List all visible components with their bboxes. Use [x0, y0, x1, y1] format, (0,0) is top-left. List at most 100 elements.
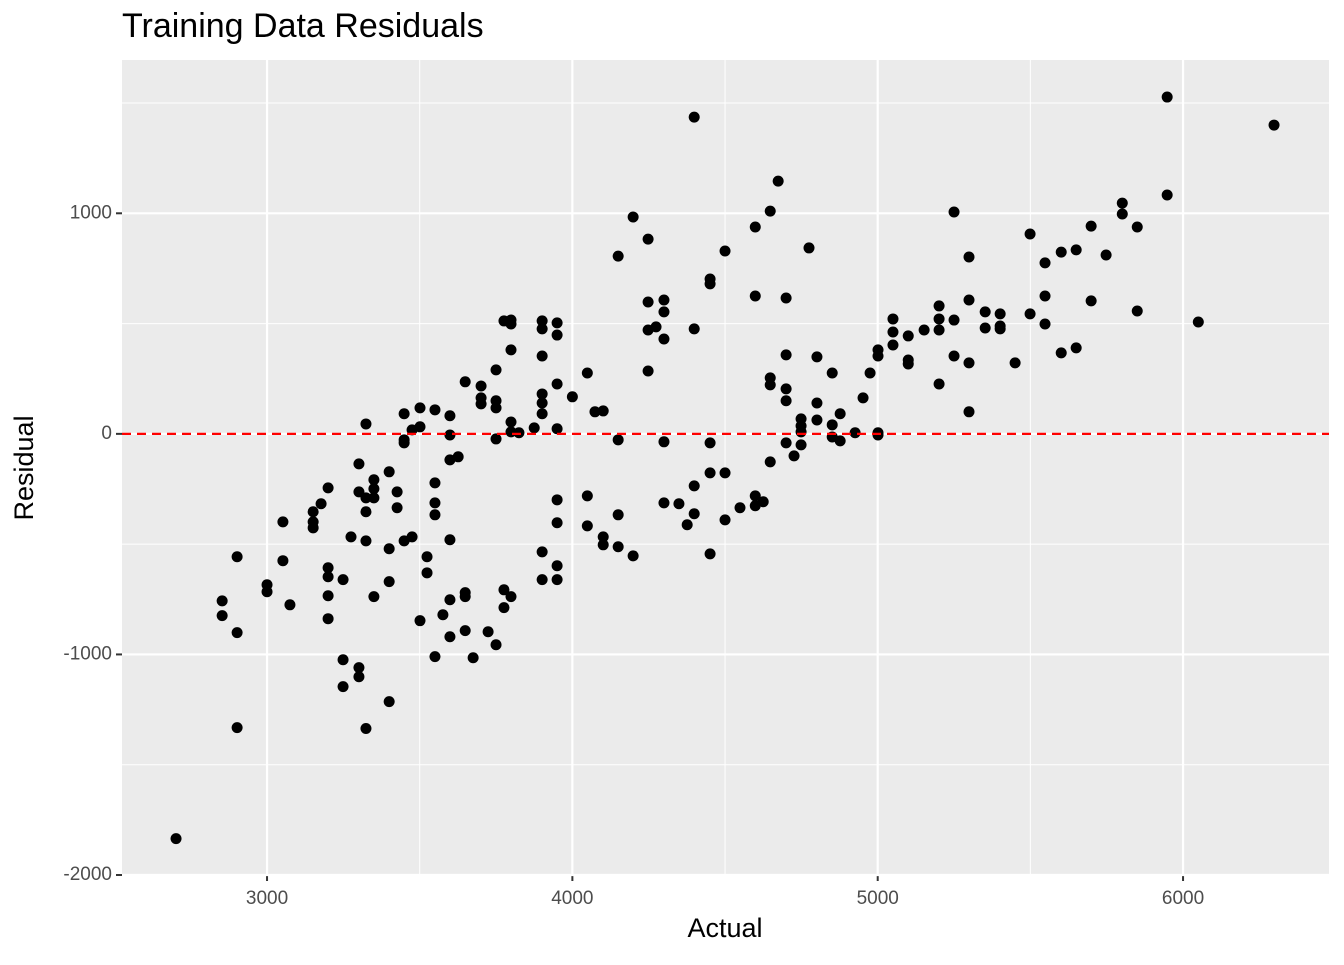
point: [360, 418, 372, 430]
point: [536, 388, 548, 400]
point: [803, 242, 815, 254]
point: [1039, 318, 1051, 330]
point: [429, 497, 441, 509]
point: [391, 502, 403, 514]
point: [536, 315, 548, 327]
point: [444, 429, 456, 441]
point: [337, 574, 349, 586]
point: [597, 405, 609, 417]
point: [849, 427, 861, 439]
point: [834, 408, 846, 420]
point: [231, 627, 243, 639]
point: [658, 497, 670, 509]
point: [1085, 220, 1097, 232]
point: [360, 506, 372, 518]
point: [704, 467, 716, 479]
point: [688, 111, 700, 123]
point: [902, 358, 914, 370]
point: [811, 397, 823, 409]
point: [170, 833, 182, 845]
point: [589, 406, 601, 418]
point: [597, 531, 609, 543]
point: [994, 308, 1006, 320]
point: [933, 300, 945, 312]
point: [383, 696, 395, 708]
point: [1024, 308, 1036, 320]
point: [505, 591, 517, 603]
point: [864, 367, 876, 379]
point: [368, 483, 380, 495]
point: [887, 339, 899, 351]
point: [368, 591, 380, 603]
point: [780, 437, 792, 449]
point: [383, 466, 395, 478]
point: [551, 494, 563, 506]
point: [581, 367, 593, 379]
point: [857, 392, 869, 404]
point: [1055, 246, 1067, 258]
point: [597, 539, 609, 551]
point: [826, 419, 838, 431]
x-tick-label: 5000: [857, 888, 899, 909]
point: [780, 349, 792, 361]
point: [612, 509, 624, 521]
point: [337, 681, 349, 693]
chart-title: Training Data Residuals: [122, 7, 484, 45]
point: [307, 522, 319, 534]
point: [1116, 208, 1128, 220]
y-tick-label: 0: [101, 423, 112, 444]
point: [414, 615, 426, 627]
point: [467, 652, 479, 664]
point: [658, 306, 670, 318]
point: [642, 233, 654, 245]
point: [475, 398, 487, 410]
point: [673, 498, 685, 510]
point: [902, 330, 914, 342]
point: [933, 313, 945, 325]
point: [429, 404, 441, 416]
point: [811, 414, 823, 426]
point: [307, 506, 319, 518]
point: [788, 450, 800, 462]
point: [1070, 342, 1082, 354]
point: [1100, 249, 1112, 261]
point: [719, 245, 731, 257]
point: [734, 502, 746, 514]
point: [704, 278, 716, 290]
point: [505, 416, 517, 428]
point: [383, 576, 395, 588]
point: [704, 548, 716, 560]
point: [772, 175, 784, 187]
point: [1009, 357, 1021, 369]
point: [322, 562, 334, 574]
point: [811, 351, 823, 363]
point: [757, 496, 769, 508]
point: [948, 350, 960, 362]
point: [780, 395, 792, 407]
point: [566, 391, 578, 403]
point: [918, 324, 930, 336]
point: [551, 574, 563, 586]
point: [398, 437, 410, 449]
point: [551, 517, 563, 529]
point: [688, 480, 700, 492]
point: [681, 519, 693, 531]
point: [627, 211, 639, 223]
point: [414, 402, 426, 414]
point: [231, 722, 243, 734]
point: [658, 333, 670, 345]
point: [1116, 197, 1128, 209]
point: [498, 584, 510, 596]
point: [1039, 290, 1051, 302]
point: [658, 294, 670, 306]
y-tick-label: -2000: [63, 864, 112, 885]
point: [322, 590, 334, 602]
point: [933, 378, 945, 390]
point: [444, 534, 456, 546]
point: [490, 364, 502, 376]
point: [368, 492, 380, 504]
x-tick-label: 6000: [1162, 888, 1204, 909]
point: [872, 429, 884, 441]
point: [444, 454, 456, 466]
point: [1024, 228, 1036, 240]
